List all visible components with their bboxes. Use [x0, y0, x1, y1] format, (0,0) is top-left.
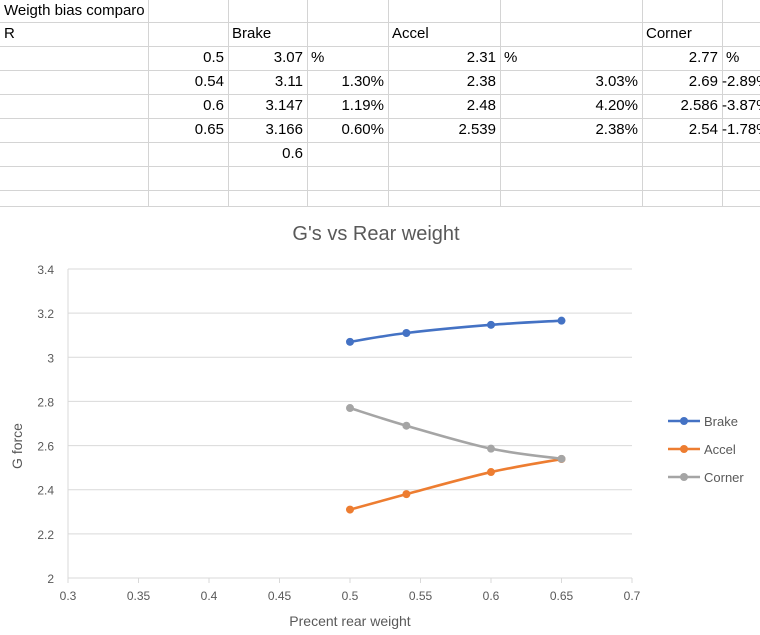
- series-line-accel[interactable]: [348, 457, 563, 511]
- cell-r2-c1[interactable]: 0.5: [203, 49, 224, 66]
- grid-column-line: [722, 0, 723, 206]
- cell-r2-c7[interactable]: %: [726, 49, 740, 66]
- line-chart[interactable]: G's vs Rear weight Precent rear weight G…: [0, 206, 760, 630]
- cell-r2-c6[interactable]: 2.77: [688, 49, 718, 66]
- cell-r5-c5[interactable]: 2.38%: [595, 121, 638, 138]
- x-tick-label: 0.3: [60, 589, 77, 603]
- legend-label-corner: Corner: [704, 470, 744, 485]
- y-tick-label: 3.2: [37, 307, 54, 321]
- cell-r5-c1[interactable]: 0.65: [194, 121, 224, 138]
- data-point-accel[interactable]: [346, 505, 354, 514]
- cell-r1-c6[interactable]: Corner: [646, 25, 692, 42]
- cell-r1-c2[interactable]: Brake: [232, 25, 272, 42]
- cell-r4-c6[interactable]: 2.586: [680, 97, 718, 114]
- cell-r6-c2[interactable]: 0.6: [282, 145, 303, 162]
- cell-r4-c3[interactable]: 1.19%: [341, 97, 384, 114]
- legend-marker-corner: [680, 473, 688, 481]
- cell-r4-c7[interactable]: -3.87%: [722, 97, 760, 114]
- cell-r5-c6[interactable]: 2.54: [688, 121, 718, 138]
- cell-r2-c4[interactable]: 2.31: [466, 49, 496, 66]
- cell-r4-c1[interactable]: 0.6: [203, 97, 224, 114]
- legend-marker-accel: [680, 445, 688, 453]
- grid-row-line: [0, 190, 760, 191]
- cell-r0-c0[interactable]: Weigth bias comparo: [4, 2, 145, 19]
- data-point-corner[interactable]: [487, 444, 495, 453]
- y-tick-label: 2: [47, 572, 54, 586]
- cell-r2-c3[interactable]: %: [311, 49, 325, 66]
- cell-r2-c2[interactable]: 3.07: [273, 49, 303, 66]
- y-axis-title: G force: [9, 423, 25, 469]
- y-tick-label: 2.2: [37, 528, 54, 542]
- grid-row-line: [0, 142, 760, 143]
- data-point-corner[interactable]: [346, 404, 354, 413]
- data-point-brake[interactable]: [402, 329, 411, 338]
- x-axis-title: Precent rear weight: [289, 613, 411, 629]
- grid-row-line: [0, 118, 760, 119]
- data-point-corner[interactable]: [402, 421, 411, 430]
- x-tick-label: 0.65: [550, 589, 574, 603]
- data-point-brake[interactable]: [487, 320, 495, 329]
- cell-r3-c2[interactable]: 3.11: [274, 73, 303, 90]
- grid-row-line: [0, 46, 760, 47]
- chart-title: G's vs Rear weight: [292, 223, 460, 245]
- cell-r3-c6[interactable]: 2.69: [688, 73, 718, 90]
- cell-r3-c1[interactable]: 0.54: [194, 73, 224, 90]
- cell-r4-c2[interactable]: 3.147: [265, 97, 303, 114]
- x-tick-label: 0.5: [342, 589, 359, 603]
- grid-column-line: [228, 0, 229, 206]
- y-tick-label: 2.4: [37, 484, 54, 498]
- data-point-accel[interactable]: [402, 490, 411, 499]
- cell-r3-c5[interactable]: 3.03%: [595, 73, 638, 90]
- legend-label-accel: Accel: [704, 442, 736, 457]
- cell-r3-c7[interactable]: -2.89%: [722, 73, 760, 90]
- series-line-brake[interactable]: [348, 319, 563, 344]
- grid-row-line: [0, 94, 760, 95]
- cell-r5-c4[interactable]: 2.539: [458, 121, 496, 138]
- grid-column-line: [148, 0, 149, 206]
- cell-r5-c3[interactable]: 0.60%: [341, 121, 384, 138]
- y-tick-label: 3: [47, 351, 54, 365]
- y-tick-label: 3.4: [37, 263, 54, 277]
- chart-svg: G's vs Rear weight Precent rear weight G…: [9, 223, 744, 629]
- x-tick-label: 0.45: [268, 589, 292, 603]
- cell-r5-c2[interactable]: 3.166: [265, 121, 303, 138]
- x-tick-label: 0.4: [201, 589, 218, 603]
- legend-marker-brake: [680, 417, 688, 425]
- cell-r4-c5[interactable]: 4.20%: [595, 97, 638, 114]
- cell-r5-c7[interactable]: -1.78%: [722, 121, 760, 138]
- cell-r3-c4[interactable]: 2.38: [466, 73, 496, 90]
- y-tick-label: 2.6: [37, 440, 54, 454]
- x-tick-label: 0.7: [624, 589, 641, 603]
- series-line-corner[interactable]: [348, 406, 563, 461]
- data-point-brake[interactable]: [346, 337, 354, 346]
- grid-column-line: [500, 0, 501, 206]
- legend-label-brake: Brake: [704, 414, 738, 429]
- cell-r4-c4[interactable]: 2.48: [466, 97, 496, 114]
- grid-column-line: [307, 0, 308, 206]
- grid-row-line: [0, 166, 760, 167]
- cell-r1-c0[interactable]: R: [4, 25, 15, 42]
- grid-row-line: [0, 206, 760, 207]
- x-tick-label: 0.35: [127, 589, 151, 603]
- y-tick-label: 2.8: [37, 395, 54, 409]
- cell-r3-c3[interactable]: 1.30%: [341, 73, 384, 90]
- grid-column-line: [388, 0, 389, 206]
- cell-r2-c5[interactable]: %: [504, 49, 518, 66]
- data-point-accel[interactable]: [487, 468, 495, 477]
- grid-row-line: [0, 22, 760, 23]
- cell-r1-c4[interactable]: Accel: [392, 25, 429, 42]
- x-tick-label: 0.6: [483, 589, 500, 603]
- grid-column-line: [642, 0, 643, 206]
- data-point-brake[interactable]: [557, 316, 566, 325]
- grid-row-line: [0, 70, 760, 71]
- x-tick-label: 0.55: [409, 589, 433, 603]
- data-point-corner[interactable]: [557, 454, 566, 463]
- spreadsheet-grid[interactable]: Weigth bias comparo R Brake Accel Corner 0.5 3…: [0, 0, 760, 207]
